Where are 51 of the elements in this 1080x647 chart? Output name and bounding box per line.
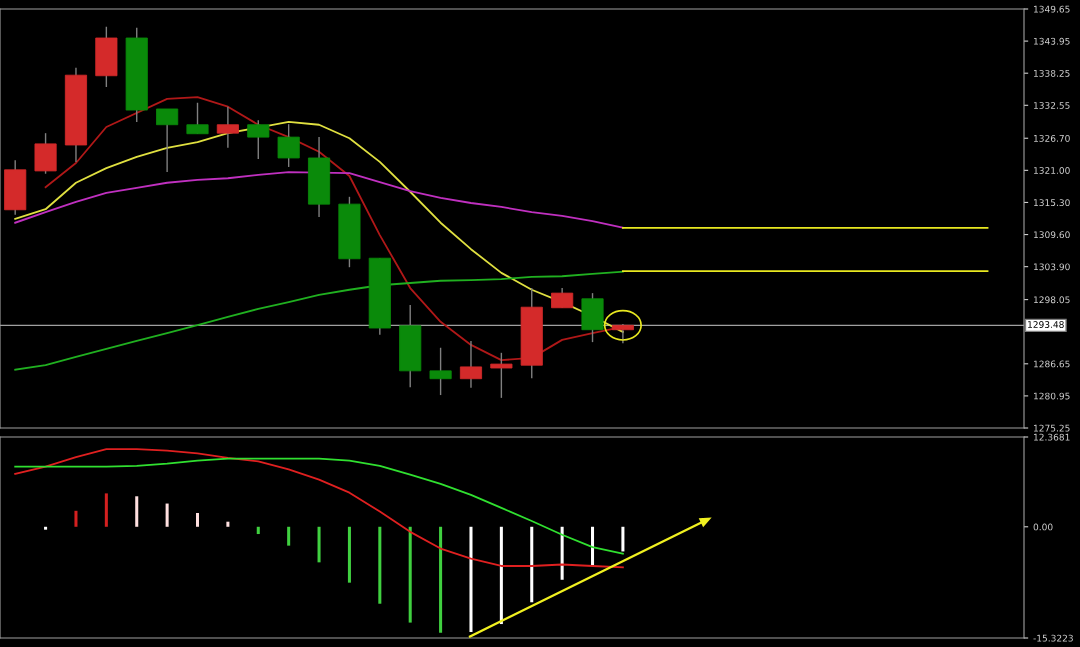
bar: [226, 521, 230, 527]
candlestick: [490, 352, 513, 399]
y-tick-label: 1275.25: [1034, 424, 1070, 432]
y-tick-label: 1349.65: [1034, 5, 1070, 13]
y-tick-label: 1309.60: [1034, 231, 1070, 239]
y-tick-label: 1286.65: [1034, 360, 1070, 368]
bar: [195, 512, 200, 527]
bar: [469, 526, 473, 633]
y-tick-label: 1338.25: [1034, 69, 1070, 77]
bar: [499, 526, 503, 625]
bar: [74, 510, 78, 527]
y-tick-label: -15.3223: [1033, 634, 1073, 642]
bar: [135, 496, 139, 527]
bar: [378, 526, 382, 604]
bar: [591, 526, 595, 566]
candlestick: [459, 340, 483, 389]
y-tick-label: 1321.00: [1034, 167, 1070, 174]
bar: [439, 526, 443, 633]
y-tick-label: 1332.55: [1034, 102, 1070, 109]
bar: [104, 493, 108, 527]
bar: [560, 526, 564, 580]
bar: [347, 526, 351, 583]
bar: [44, 526, 48, 530]
bar: [530, 526, 534, 603]
candlestick: [277, 123, 300, 168]
candlestick: [186, 102, 209, 135]
line-series: [14, 448, 624, 569]
bar: [621, 526, 625, 552]
line-series: [14, 171, 624, 229]
candlestick: [551, 287, 574, 309]
y-tick-label: 1303.90: [1034, 263, 1070, 271]
candlestick: [216, 106, 239, 149]
bar: [165, 503, 169, 527]
y-tick-label: 0.00: [1033, 523, 1053, 531]
y-tick-label: 1315.30: [1034, 199, 1070, 207]
line-series: [14, 457, 624, 555]
bar: [287, 526, 291, 546]
candlestick: [156, 108, 179, 173]
ref-line-label: 1293.48: [1028, 321, 1064, 328]
bar: [317, 526, 321, 563]
line-series: [14, 270, 624, 371]
bar: [408, 526, 412, 623]
y-tick-label: 1326.70: [1034, 134, 1070, 142]
candlestick: [247, 119, 270, 160]
candlestick: [611, 323, 634, 344]
candlestick: [429, 347, 452, 396]
y-tick-label: 1343.95: [1034, 37, 1070, 45]
y-tick-label: 1298.05: [1034, 296, 1070, 304]
bar: [256, 526, 260, 535]
y-tick-label: 12.3681: [1034, 433, 1070, 441]
y-tick-label: 1280.95: [1034, 392, 1070, 400]
